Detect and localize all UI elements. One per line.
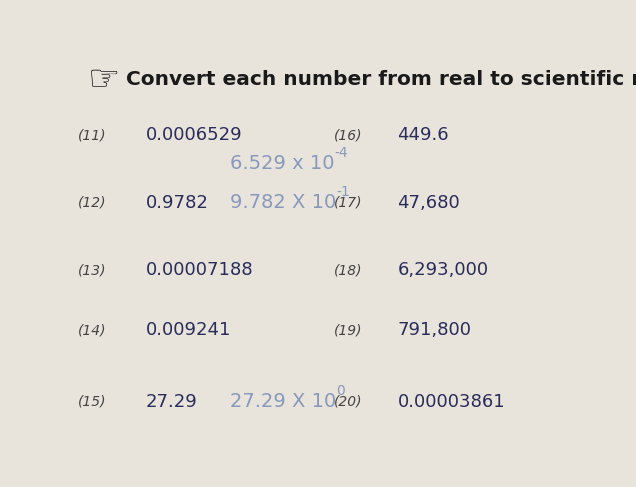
Text: 27.29 X 10: 27.29 X 10 [230, 392, 336, 411]
Text: -1: -1 [336, 186, 350, 199]
Text: (20): (20) [335, 394, 363, 409]
Text: (13): (13) [78, 263, 107, 277]
Text: 0.9782: 0.9782 [146, 194, 209, 212]
Text: 0.00003861: 0.00003861 [398, 393, 505, 411]
Text: (11): (11) [78, 128, 107, 142]
Text: (16): (16) [335, 128, 363, 142]
Text: 0: 0 [336, 384, 345, 398]
Text: 6,293,000: 6,293,000 [398, 262, 488, 280]
Text: (19): (19) [335, 323, 363, 337]
Text: 0.0006529: 0.0006529 [146, 126, 243, 144]
Text: 449.6: 449.6 [398, 126, 449, 144]
Text: (15): (15) [78, 394, 107, 409]
Text: 27.29: 27.29 [146, 393, 198, 411]
Text: ☞: ☞ [88, 62, 121, 96]
Text: 791,800: 791,800 [398, 321, 471, 339]
Text: 9.782 X 10: 9.782 X 10 [230, 193, 336, 212]
Text: 47,680: 47,680 [398, 194, 460, 212]
Text: (17): (17) [335, 196, 363, 210]
Text: 0.00007188: 0.00007188 [146, 262, 254, 280]
Text: (18): (18) [335, 263, 363, 277]
Text: -4: -4 [335, 146, 348, 160]
Text: 6.529 x 10: 6.529 x 10 [230, 154, 335, 173]
Text: (12): (12) [78, 196, 107, 210]
Text: 0.009241: 0.009241 [146, 321, 232, 339]
Text: Convert each number from real to scientific notation.: Convert each number from real to scienti… [127, 70, 636, 89]
Text: (14): (14) [78, 323, 107, 337]
